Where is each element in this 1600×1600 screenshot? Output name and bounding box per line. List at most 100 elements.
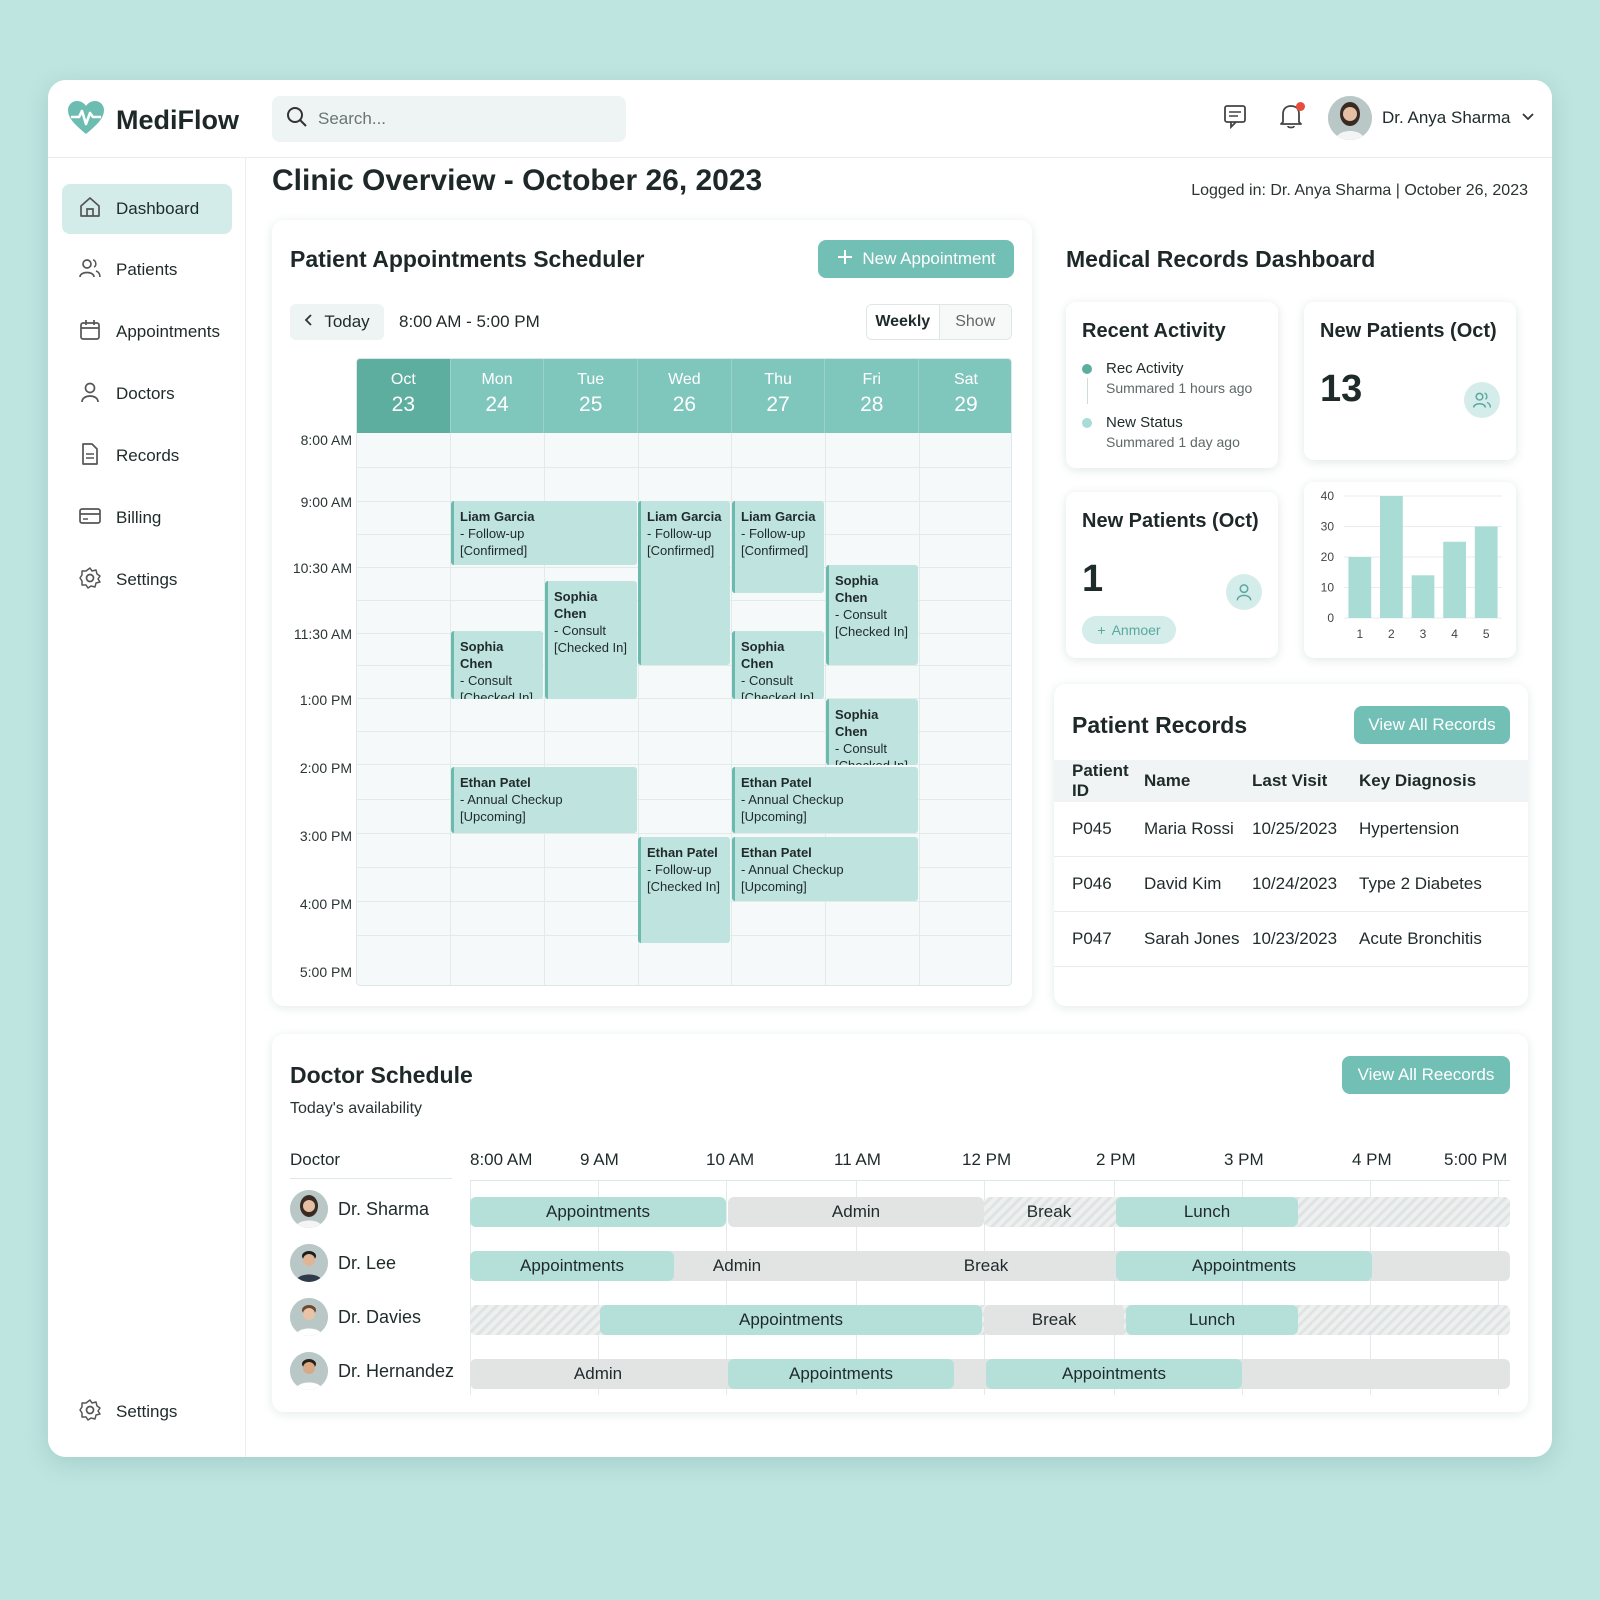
file-icon	[78, 442, 102, 471]
chart-bar[interactable]	[1474, 526, 1498, 619]
new-patients-card: New Patients (Oct) 13	[1304, 302, 1516, 460]
new-patients-chart-card: 40 30 20 10 0 1 2 3 4 5	[1304, 482, 1516, 658]
appointment-type: - Annual Checkup	[460, 792, 563, 807]
search-input[interactable]	[318, 109, 598, 129]
sidebar-item-appointments[interactable]: Appointments	[62, 307, 232, 357]
view-weekly[interactable]: Weekly	[867, 305, 940, 339]
appointment-block[interactable]: Ethan Patel - Annual Checkup [Upcoming]	[732, 837, 918, 901]
schedule-block[interactable]: Appointments	[728, 1359, 954, 1389]
day-name: Mon	[481, 371, 513, 388]
doctor-row[interactable]: Dr. Davies	[290, 1298, 421, 1336]
users-icon	[1464, 382, 1500, 418]
chart-bar[interactable]	[1411, 575, 1435, 618]
schedule-block[interactable]: Lunch	[1116, 1197, 1298, 1227]
day-header[interactable]: Tue 25	[544, 359, 639, 433]
schedule-block[interactable]: Admin	[728, 1197, 984, 1227]
appointment-block[interactable]: Ethan Patel - Annual Checkup [Upcoming]	[451, 767, 637, 833]
column-header[interactable]: Last Visit	[1252, 771, 1328, 790]
view-all-schedule-button[interactable]: View All Reecords	[1342, 1056, 1510, 1094]
x-tick-label: 3	[1420, 627, 1427, 641]
table-row[interactable]: P046 David Kim 10/24/2023 Type 2 Diabete…	[1054, 857, 1528, 912]
schedule-block[interactable]: Break	[984, 1305, 1124, 1335]
announce-button[interactable]: + Anmoer	[1082, 616, 1176, 644]
column-header[interactable]: Patient ID	[1072, 761, 1129, 800]
y-tick-label: 30	[1321, 520, 1335, 534]
today-button[interactable]: Today	[290, 304, 384, 340]
timeline-hour: 4 PM	[1352, 1150, 1392, 1169]
doctor-avatar	[290, 1298, 328, 1336]
day-header[interactable]: Wed 26	[638, 359, 732, 433]
table-row[interactable]: P047 Sarah Jones 10/23/2023 Acute Bronch…	[1054, 912, 1528, 967]
new-appointment-button[interactable]: New Appointment	[818, 240, 1014, 278]
appointment-type: - Follow-up	[460, 526, 525, 541]
day-header[interactable]: Fri 28	[825, 359, 920, 433]
sidebar-item-label: Patients	[116, 260, 178, 279]
doctor-row[interactable]: Dr. Lee	[290, 1244, 396, 1282]
appointment-block[interactable]: Ethan Patel - Annual Checkup [Upcoming]	[732, 767, 918, 833]
chart-bar[interactable]	[1380, 496, 1403, 618]
user-name: Dr. Anya Sharma	[1382, 108, 1511, 127]
messages-button[interactable]	[1220, 102, 1250, 134]
user-icon	[78, 380, 102, 409]
sidebar-item-settings[interactable]: Settings	[62, 555, 232, 605]
doctor-row[interactable]: Dr. Sharma	[290, 1190, 429, 1228]
appointment-block[interactable]: Sophia Chen - Consult [Checked In]	[545, 581, 637, 699]
appointment-patient: Sophia Chen	[554, 589, 598, 621]
user-menu[interactable]: Dr. Anya Sharma	[1328, 96, 1535, 140]
grid-line	[1370, 1181, 1371, 1395]
day-header[interactable]: Oct 23	[357, 359, 451, 433]
schedule-block[interactable]: Lunch	[1126, 1305, 1298, 1335]
schedule-block[interactable]: Break	[1026, 1202, 1072, 1221]
logo[interactable]: MediFlow	[66, 100, 239, 141]
chart-bar[interactable]	[1348, 557, 1372, 618]
view-show[interactable]: Show	[939, 305, 1011, 339]
appointment-block[interactable]: Sophia Chen - Consult [Checked In]	[826, 565, 918, 665]
appointment-block[interactable]: Sophia Chen - Consult [Checked In]	[732, 631, 824, 699]
appointment-type: - Consult	[741, 673, 794, 688]
appointment-block[interactable]: Liam Garcia - Follow-up [Confirmed]	[451, 501, 637, 565]
sidebar-item-patients[interactable]: Patients	[62, 245, 232, 295]
day-header[interactable]: Thu 27	[732, 359, 826, 433]
appointment-block[interactable]: Sophia Chen - Consult [Checked In]	[826, 699, 918, 765]
search-bar[interactable]	[272, 96, 626, 142]
grid-line	[598, 1181, 599, 1395]
appointment-block[interactable]: Liam Garcia - Follow-up [Confirmed]	[732, 501, 824, 593]
appointments-scheduler: Patient Appointments Scheduler New Appoi…	[272, 220, 1032, 1006]
doctor-row[interactable]: Dr. Hernandez	[290, 1352, 454, 1390]
schedule-block[interactable]: Appointments	[986, 1359, 1242, 1389]
sidebar-item-billing[interactable]: Billing	[62, 493, 232, 543]
schedule-block[interactable]: Admin	[676, 1251, 798, 1281]
column-header[interactable]: Name	[1144, 771, 1191, 790]
notification-badge	[1296, 102, 1305, 111]
appointment-block[interactable]: Liam Garcia - Follow-up [Confirmed]	[638, 501, 730, 665]
records-table: Patient ID Name Last Visit Key Diagnosis…	[1054, 760, 1528, 967]
grid-line	[357, 698, 1011, 699]
appointment-status: [Checked In]	[741, 690, 814, 699]
day-name: Wed	[668, 371, 701, 388]
table-row[interactable]: P045 Maria Rossi 10/25/2023 Hypertension	[1054, 802, 1528, 857]
notifications-button[interactable]	[1276, 102, 1306, 134]
chart-bar[interactable]	[1443, 541, 1466, 618]
grid-line	[544, 433, 545, 985]
home-icon	[78, 195, 102, 224]
schedule-block[interactable]: Appointments	[470, 1251, 674, 1281]
sidebar-item-doctors[interactable]: Doctors	[62, 369, 232, 419]
view-all-records-button[interactable]: View All Records	[1354, 706, 1510, 744]
sidebar-footer-settings[interactable]: Settings	[62, 1387, 232, 1437]
schedule-block[interactable]: Appointments	[470, 1197, 726, 1227]
day-header[interactable]: Mon 24	[451, 359, 545, 433]
day-header[interactable]: Sat 29	[919, 359, 1011, 433]
schedule-block[interactable]: Admin	[470, 1359, 726, 1389]
sidebar-item-dashboard[interactable]: Dashboard	[62, 184, 232, 234]
schedule-block[interactable]: Appointments	[1116, 1251, 1372, 1281]
grid-line	[357, 833, 1011, 834]
sidebar-item-records[interactable]: Records	[62, 431, 232, 481]
doctor-name: Dr. Lee	[338, 1252, 397, 1273]
schedule-block[interactable]: Appointments	[600, 1305, 982, 1335]
appointment-block[interactable]: Sophia Chen - Consult [Checked In]	[451, 631, 543, 699]
column-header[interactable]: Key Diagnosis	[1359, 771, 1477, 790]
appointment-block[interactable]: Ethan Patel - Follow-up [Checked In]	[638, 837, 730, 943]
appointment-status: [Confirmed]	[647, 543, 715, 558]
plus-icon	[836, 248, 854, 271]
schedule-block[interactable]: Break	[858, 1251, 1114, 1281]
